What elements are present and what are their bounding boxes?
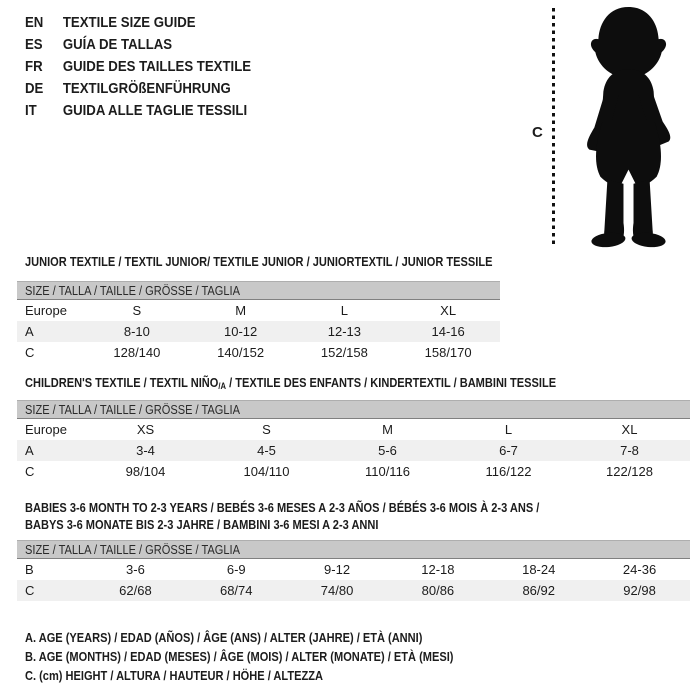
children-title-main: CHILDREN'S TEXTILE / TEXTIL NIÑO	[25, 375, 219, 390]
junior-table-title: JUNIOR TEXTILE / TEXTIL JUNIOR/ TEXTILE …	[25, 254, 493, 269]
language-title-list: EN TEXTILE SIZE GUIDE ES GUÍA DE TALLAS …	[25, 12, 251, 122]
language-row-it: IT GUIDA ALLE TAGLIE TESSILI	[25, 100, 251, 122]
cell: 152/158	[320, 345, 368, 360]
cell: 98/104	[125, 464, 166, 479]
babies-table-title: BABIES 3-6 MONTH TO 2-3 YEARS / BEBÉS 3-…	[25, 499, 539, 533]
row-label: C	[25, 583, 35, 598]
children-title-sub: /A	[218, 381, 227, 391]
guide-title-it: GUIDA ALLE TAGLIE TESSILI	[62, 102, 248, 119]
guide-title-fr: GUIDE DES TAILLES TEXTILE	[62, 58, 252, 75]
legend-height-cm: C. (cm) HEIGHT / ALTURA / HAUTEUR / HÖHE…	[25, 668, 323, 683]
cell: XL	[440, 303, 457, 318]
height-measure-label: C	[532, 124, 543, 141]
cell: 92/98	[623, 583, 656, 598]
language-code: EN	[25, 14, 44, 31]
row-label: C	[25, 345, 35, 360]
row-label: B	[25, 562, 34, 577]
cell: 128/140	[113, 345, 161, 360]
table-row-height-cm: C 128/140 140/152 152/158 158/170	[17, 342, 500, 363]
table-row-height-cm: C 98/104 104/110 110/116 116/122 122/128	[17, 461, 690, 482]
cell: 6-7	[499, 443, 518, 458]
legend-age-months: B. AGE (MONTHS) / EDAD (MESES) / ÂGE (MO…	[25, 649, 454, 664]
size-header-bar: SIZE / TALLA / TAILLE / GRÖSSE / TAGLIA	[17, 281, 500, 300]
cell: 4-5	[257, 443, 276, 458]
row-label: A	[25, 324, 34, 339]
children-title-rest: / TEXTILE DES ENFANTS / KINDERTEXTIL / B…	[226, 375, 557, 390]
cell: S	[132, 303, 142, 318]
table-row-age-years: A 3-4 4-5 5-6 6-7 7-8	[17, 440, 690, 461]
language-code: IT	[25, 102, 37, 119]
row-label: Europe	[25, 303, 67, 318]
junior-size-table: SIZE / TALLA / TAILLE / GRÖSSE / TAGLIA …	[17, 281, 500, 363]
table-row-europe: Europe XS S M L XL	[17, 419, 690, 440]
row-label: Europe	[25, 422, 67, 437]
cell: 7-8	[620, 443, 639, 458]
cell: L	[340, 303, 348, 318]
cell: 12-13	[327, 324, 361, 339]
cell: 6-9	[226, 562, 246, 577]
cell: 104/110	[243, 464, 290, 479]
cell: 10-12	[224, 324, 258, 339]
children-table-title: CHILDREN'S TEXTILE / TEXTIL NIÑO/A / TEX…	[25, 374, 556, 395]
language-row-de: DE TEXTILGRÖßENFÜHRUNG	[25, 78, 251, 100]
cell: 18-24	[522, 562, 556, 577]
language-row-es: ES GUÍA DE TALLAS	[25, 34, 251, 56]
language-row-en: EN TEXTILE SIZE GUIDE	[25, 12, 251, 34]
cell: M	[382, 422, 393, 437]
cell: XL	[621, 422, 638, 437]
cell: 116/122	[485, 464, 532, 479]
cell: 80/86	[421, 583, 455, 598]
language-code: DE	[25, 80, 44, 97]
size-header-label: SIZE / TALLA / TAILLE / GRÖSSE / TAGLIA	[25, 402, 240, 417]
cell: 110/116	[364, 464, 411, 479]
row-label: C	[25, 464, 35, 479]
language-code: FR	[25, 58, 43, 75]
babies-title-line2: BABYS 3-6 MONATE BIS 2-3 JAHRE / BAMBINI…	[25, 517, 379, 532]
guide-title-de: TEXTILGRÖßENFÜHRUNG	[62, 80, 231, 97]
table-row-age-months: B 3-6 6-9 9-12 12-18 18-24 24-36	[17, 559, 690, 580]
children-size-table: SIZE / TALLA / TAILLE / GRÖSSE / TAGLIA …	[17, 400, 690, 482]
cell: 3-6	[126, 562, 145, 577]
table-row-europe: Europe S M L XL	[17, 300, 500, 321]
cell: M	[235, 303, 247, 318]
cell: 122/128	[606, 464, 653, 479]
cell: XS	[136, 422, 155, 437]
guide-title-es: GUÍA DE TALLAS	[62, 36, 173, 53]
guide-title-en: TEXTILE SIZE GUIDE	[62, 14, 196, 31]
size-header-bar: SIZE / TALLA / TAILLE / GRÖSSE / TAGLIA	[17, 400, 690, 419]
toddler-silhouette-icon	[587, 7, 671, 248]
height-measure-dotted-line	[552, 8, 555, 248]
cell: 8-10	[123, 324, 150, 339]
babies-size-table: SIZE / TALLA / TAILLE / GRÖSSE / TAGLIA …	[17, 540, 690, 601]
cell: 68/74	[219, 583, 253, 598]
measurement-legend: A. AGE (YEARS) / EDAD (AÑOS) / ÂGE (ANS)…	[25, 628, 529, 685]
language-code: ES	[25, 36, 43, 53]
cell: 158/170	[424, 345, 472, 360]
cell: S	[262, 422, 271, 437]
cell: 5-6	[378, 443, 397, 458]
cell: 24-36	[622, 562, 657, 577]
cell: 12-18	[421, 562, 455, 577]
cell: 9-12	[324, 562, 351, 577]
table-row-height-cm: C 62/68 68/74 74/80 80/86 86/92 92/98	[17, 580, 690, 601]
size-header-label: SIZE / TALLA / TAILLE / GRÖSSE / TAGLIA	[25, 283, 240, 298]
cell: 3-4	[136, 443, 155, 458]
legend-age-years: A. AGE (YEARS) / EDAD (AÑOS) / ÂGE (ANS)…	[25, 630, 423, 645]
cell: 74/80	[320, 583, 354, 598]
language-row-fr: FR GUIDE DES TAILLES TEXTILE	[25, 56, 251, 78]
babies-title-line1: BABIES 3-6 MONTH TO 2-3 YEARS / BEBÉS 3-…	[25, 500, 540, 515]
row-label: A	[25, 443, 34, 458]
size-header-bar: SIZE / TALLA / TAILLE / GRÖSSE / TAGLIA	[17, 540, 690, 559]
cell: 62/68	[119, 583, 152, 598]
cell: L	[504, 422, 513, 437]
size-header-label: SIZE / TALLA / TAILLE / GRÖSSE / TAGLIA	[25, 542, 240, 557]
cell: 86/92	[522, 583, 555, 598]
table-row-age-years: A 8-10 10-12 12-13 14-16	[17, 321, 500, 342]
cell: 140/152	[217, 345, 265, 360]
cell: 14-16	[431, 324, 465, 339]
